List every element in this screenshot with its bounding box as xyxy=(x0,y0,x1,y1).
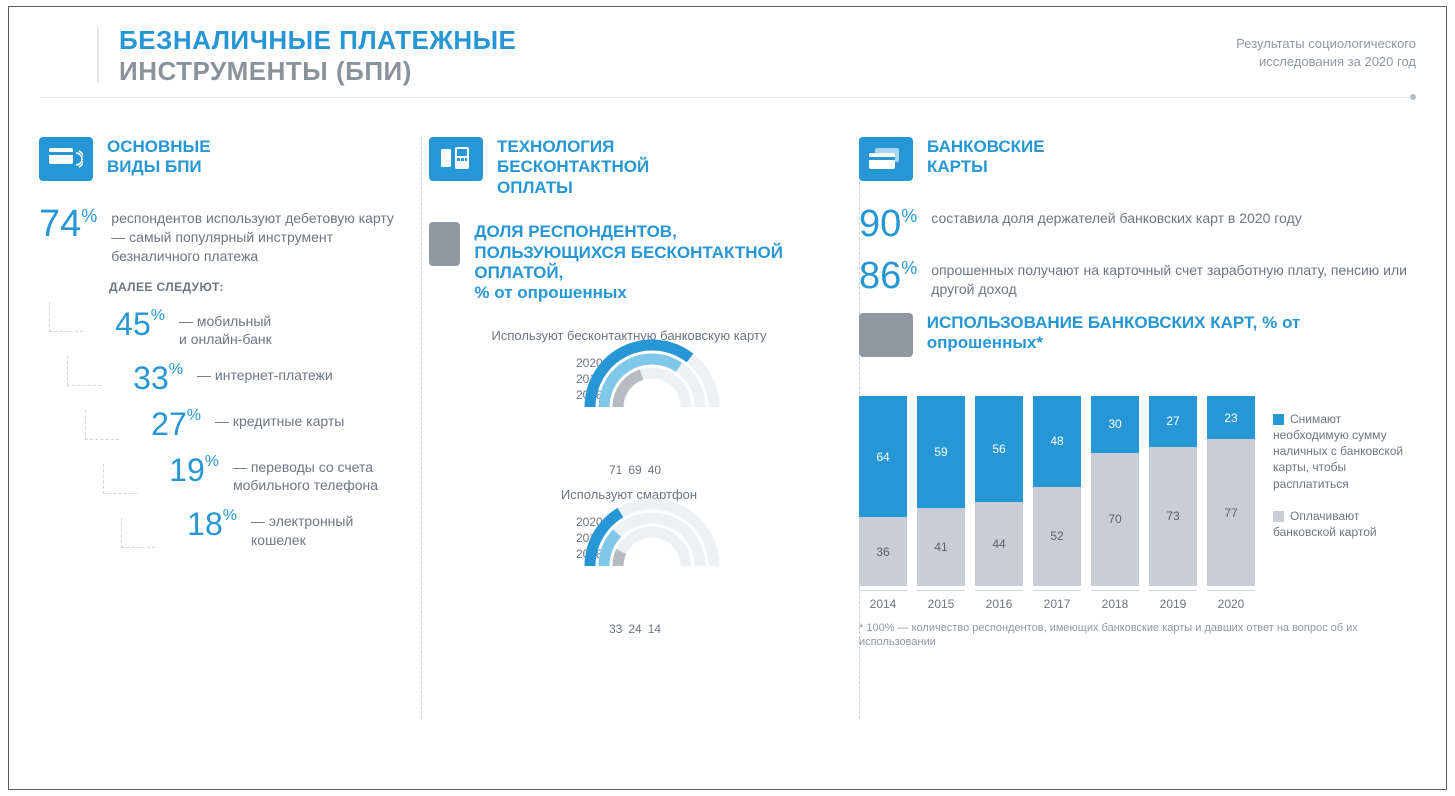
bar-seg-top: 30 xyxy=(1091,396,1139,453)
bar-seg-top: 64 xyxy=(859,396,907,518)
bar-seg-top: 56 xyxy=(975,396,1023,502)
stair-pct: 27% xyxy=(125,408,201,440)
bar-column: 73 27 2019 xyxy=(1149,396,1197,611)
bar-column: 41 59 2015 xyxy=(917,396,965,611)
stat-row: 86% опрошенных получают на карточный сче… xyxy=(859,257,1419,299)
stair-item: 27% — кредитные карты xyxy=(89,402,399,448)
donut1: 2020 2019 2018 716940 xyxy=(524,347,734,477)
columns: ОСНОВНЫЕ ВИДЫ БПИ 74% респондентов испол… xyxy=(39,137,1416,777)
col2-title: ТЕХНОЛОГИЯ БЕСКОНТАКТНОЙ ОПЛАТЫ xyxy=(497,137,649,198)
bar-legend: Снимают необходимую сумму наличных с бан… xyxy=(1273,381,1413,540)
stat-text: опрошенных получают на карточный счет за… xyxy=(931,257,1419,299)
bar-year: 2018 xyxy=(1091,590,1139,611)
col3-callout-text: ИСПОЛЬЗОВАНИЕ БАНКОВСКИХ КАРТ, % от опро… xyxy=(927,313,1419,357)
bar-column: 52 48 2017 xyxy=(1033,396,1081,611)
col1-heading: ОСНОВНЫЕ ВИДЫ БПИ xyxy=(39,137,399,181)
bar-seg-bottom: 70 xyxy=(1091,453,1139,586)
terminal-icon xyxy=(429,137,483,181)
col3-stats: 90% составила доля держателей банковских… xyxy=(859,205,1419,299)
stair-pct: 45% xyxy=(89,308,165,340)
follow-label: ДАЛЕЕ СЛЕДУЮТ: xyxy=(109,280,399,294)
bar-seg-top: 59 xyxy=(917,396,965,508)
bar-column: 36 64 2014 xyxy=(859,396,907,611)
header-divider xyxy=(39,97,1416,98)
bar-year: 2015 xyxy=(917,590,965,611)
legend-top: Снимают необходимую сумму наличных с бан… xyxy=(1273,411,1413,492)
stair-text: — переводы со счета мобильного телефона xyxy=(233,454,378,494)
page-title: БЕЗНАЛИЧНЫЕ ПЛАТЕЖНЫЕ ИНСТРУМЕНТЫ (БПИ) xyxy=(119,25,516,87)
bar-column: 70 30 2018 xyxy=(1091,396,1139,611)
stat-pct: 90% xyxy=(859,205,917,243)
col3-title: БАНКОВСКИЕ КАРТЫ xyxy=(927,137,1045,181)
header-subnote: Результаты социологического исследования… xyxy=(1236,25,1416,87)
donut2-values: 332414 xyxy=(606,622,664,636)
bar-seg-bottom: 73 xyxy=(1149,447,1197,586)
card-icon xyxy=(39,137,93,181)
bar-year: 2017 xyxy=(1033,590,1081,611)
bar-year: 2020 xyxy=(1207,590,1255,611)
bar-seg-bottom: 36 xyxy=(859,517,907,585)
bar-seg-bottom: 44 xyxy=(975,502,1023,586)
stair-text: — мобильный и онлайн-банк xyxy=(179,308,272,348)
bar-seg-bottom: 52 xyxy=(1033,487,1081,586)
stair-pct: 19% xyxy=(143,454,219,486)
col2-heading: ТЕХНОЛОГИЯ БЕСКОНТАКТНОЙ ОПЛАТЫ xyxy=(429,137,829,198)
col-main-types: ОСНОВНЫЕ ВИДЫ БПИ 74% респондентов испол… xyxy=(39,137,399,777)
stair-text: — кредитные карты xyxy=(215,408,344,430)
header: БЕЗНАЛИЧНЫЕ ПЛАТЕЖНЫЕ ИНСТРУМЕНТЫ (БПИ) … xyxy=(119,25,1416,87)
stair-text: — электронный кошелек xyxy=(251,508,353,548)
bar-seg-top: 48 xyxy=(1033,396,1081,487)
col-bank-cards: БАНКОВСКИЕ КАРТЫ 90% составила доля держ… xyxy=(859,137,1419,777)
col1-lead-text: респондентов используют дебетовую карту … xyxy=(111,205,399,266)
bar-seg-top: 23 xyxy=(1207,396,1255,440)
col1-lead: 74% респондентов используют дебетовую ка… xyxy=(39,205,399,266)
speech-gray-icon xyxy=(429,222,460,266)
divider-dot xyxy=(1410,94,1416,100)
footnote: * 100% — количество респондентов, имеющи… xyxy=(859,621,1419,650)
stair-list: 45% — мобильный и онлайн-банк33% — интер… xyxy=(89,302,399,557)
donut1-values: 716940 xyxy=(606,463,664,477)
col-contactless: ТЕХНОЛОГИЯ БЕСКОНТАКТНОЙ ОПЛАТЫ ДОЛЯ РЕС… xyxy=(429,137,829,777)
col3-callout: ИСПОЛЬЗОВАНИЕ БАНКОВСКИХ КАРТ, % от опро… xyxy=(859,313,1419,357)
usage-bar-chart: 36 64 2014 41 59 2015 44 56 2016 52 48 2… xyxy=(859,391,1255,611)
bar-seg-bottom: 41 xyxy=(917,508,965,586)
cards-icon xyxy=(859,137,913,181)
bar-year: 2016 xyxy=(975,590,1023,611)
stair-pct: 33% xyxy=(107,362,183,394)
bar-column: 77 23 2020 xyxy=(1207,396,1255,611)
page-frame: БЕЗНАЛИЧНЫЕ ПЛАТЕЖНЫЕ ИНСТРУМЕНТЫ (БПИ) … xyxy=(8,6,1447,790)
bar-year: 2014 xyxy=(859,590,907,611)
title-line-1: БЕЗНАЛИЧНЫЕ ПЛАТЕЖНЫЕ xyxy=(119,25,516,56)
stair-item: 45% — мобильный и онлайн-банк xyxy=(89,302,399,356)
col2-callout: ДОЛЯ РЕСПОНДЕНТОВ, ПОЛЬЗУЮЩИХСЯ БЕСКОНТА… xyxy=(429,222,829,304)
stat-pct: 86% xyxy=(859,257,917,295)
bar-column: 44 56 2016 xyxy=(975,396,1023,611)
stair-pct: 18% xyxy=(161,508,237,540)
bar-seg-bottom: 77 xyxy=(1207,439,1255,585)
title-left-rule xyxy=(39,27,99,83)
col1-lead-pct: 74% xyxy=(39,205,97,243)
bar-seg-top: 27 xyxy=(1149,396,1197,447)
col2-callout-text: ДОЛЯ РЕСПОНДЕНТОВ, ПОЛЬЗУЮЩИХСЯ БЕСКОНТА… xyxy=(474,222,829,304)
legend-bottom: Оплачивают банковской картой xyxy=(1273,508,1413,540)
donut2: 2020 2019 2018 332414 xyxy=(524,506,734,636)
speech-gray-icon xyxy=(859,313,913,357)
stat-text: составила доля держателей банковских кар… xyxy=(931,205,1301,228)
col3-heading: БАНКОВСКИЕ КАРТЫ xyxy=(859,137,1419,181)
col1-title: ОСНОВНЫЕ ВИДЫ БПИ xyxy=(107,137,211,181)
stair-item: 33% — интернет-платежи xyxy=(89,356,399,402)
stair-text: — интернет-платежи xyxy=(197,362,333,384)
bar-year: 2019 xyxy=(1149,590,1197,611)
stat-row: 90% составила доля держателей банковских… xyxy=(859,205,1419,243)
title-line-2: ИНСТРУМЕНТЫ (БПИ) xyxy=(119,56,516,87)
